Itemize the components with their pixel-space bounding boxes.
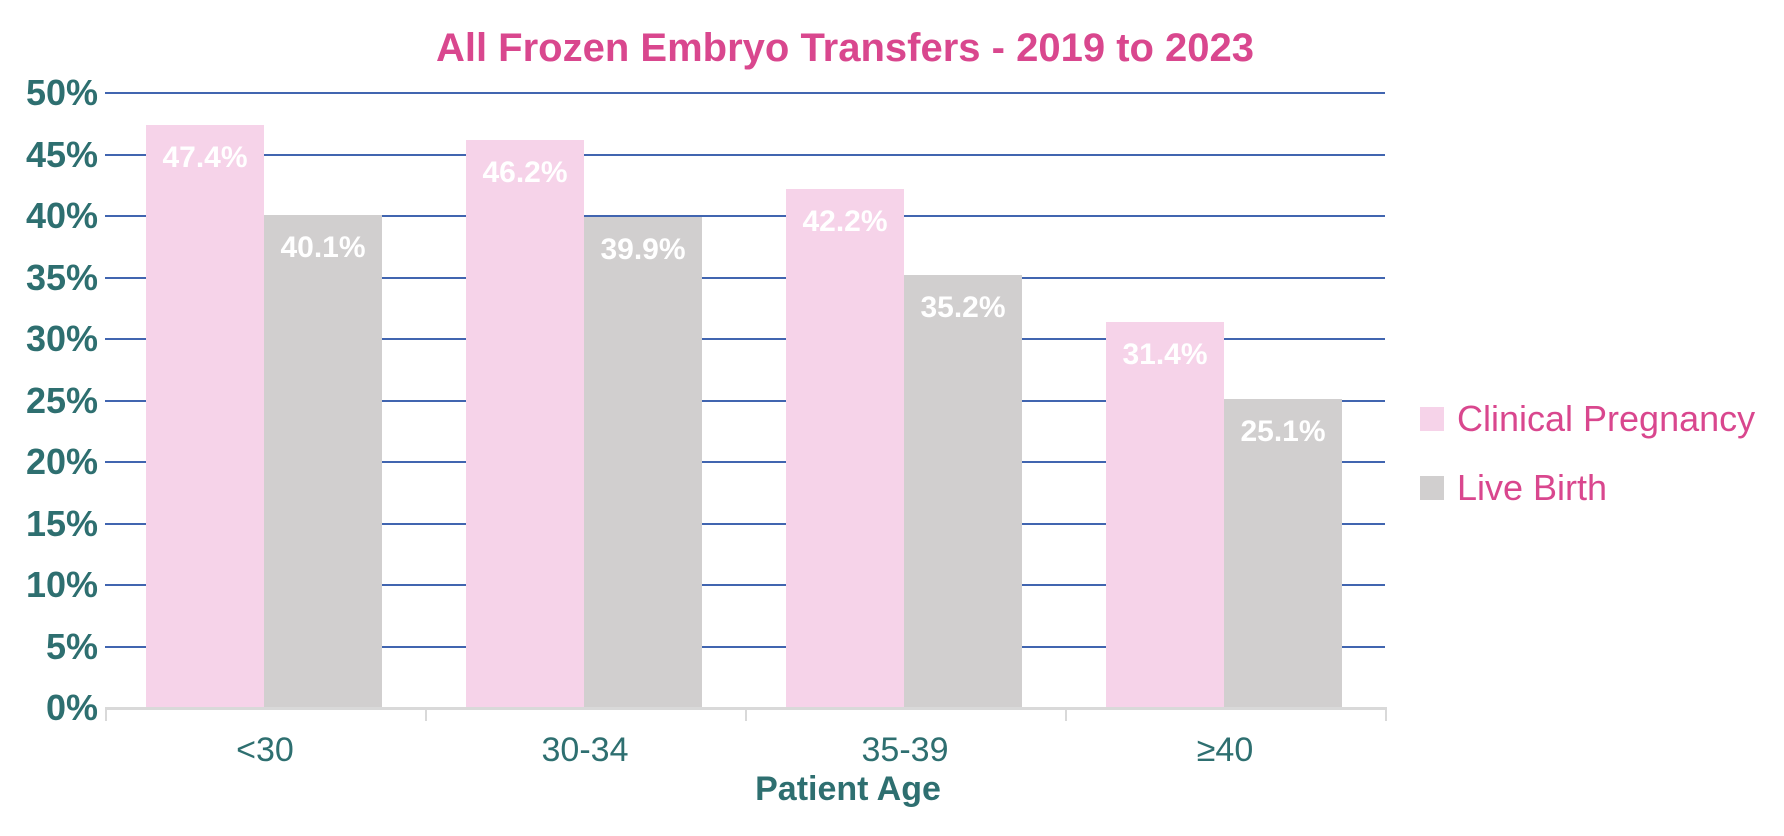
legend-label: Clinical Pregnancy — [1457, 398, 1756, 439]
live-birth-bar-<30: 40.1% — [264, 215, 382, 708]
y-axis-tick-label: 35% — [25, 256, 98, 298]
y-axis-tick-label: 50% — [25, 72, 98, 113]
legend-item-clinical-pregnancy: Clinical Pregnancy — [1420, 396, 1755, 442]
x-axis-category-label: <30 — [236, 731, 294, 769]
bar-value-label: 25.1% — [1240, 415, 1326, 448]
y-axis-tick-label: 15% — [25, 502, 98, 544]
clinical-pregnancy-bar-≥40: 31.4% — [1106, 322, 1224, 708]
gridline-40 — [105, 215, 1385, 217]
live-birth-bar-35-39: 35.2% — [904, 275, 1022, 708]
legend-label: Live Birth — [1457, 467, 1608, 508]
bar-value-label: 40.1% — [280, 231, 366, 264]
y-axis-tick-label: 45% — [25, 133, 98, 175]
x-axis-tick — [1385, 707, 1387, 721]
live-birth-bar-30-34: 39.9% — [584, 217, 702, 708]
clinical-pregnancy-bar-30-34: 46.2% — [466, 140, 584, 708]
clinical-pregnancy-swatch-icon — [1420, 407, 1444, 431]
y-axis-tick-label: 0% — [45, 687, 98, 728]
legend-item-live-birth: Live Birth — [1420, 465, 1755, 511]
legend: Clinical Pregnancy Live Birth — [1420, 396, 1755, 534]
y-axis-tick-label: 20% — [25, 441, 98, 482]
y-axis-tick-label: 25% — [25, 379, 98, 421]
x-axis-tick — [105, 707, 107, 721]
live-birth-bar-≥40: 25.1% — [1224, 399, 1342, 708]
x-axis-tick — [745, 707, 747, 721]
bar-value-label: 31.4% — [1122, 338, 1208, 371]
x-axis-category-label: 35-39 — [861, 731, 949, 769]
gridline-5 — [105, 645, 1385, 648]
x-axis-title: Patient Age — [755, 770, 941, 808]
clinical-pregnancy-bar-35-39: 42.2% — [786, 189, 904, 708]
gridline-50 — [105, 92, 1385, 94]
live-birth-swatch-icon — [1420, 476, 1444, 500]
y-axis-tick-label: 30% — [25, 318, 98, 359]
bar-value-label: 39.9% — [600, 233, 686, 266]
gridline-30 — [105, 338, 1385, 340]
y-axis-tick-label: 5% — [45, 625, 98, 667]
clinical-pregnancy-bar-<30: 47.4% — [146, 125, 264, 708]
x-axis-tick — [1065, 707, 1067, 721]
gridline-45 — [105, 153, 1385, 156]
x-axis-tick — [425, 707, 427, 721]
gridline-15 — [105, 522, 1385, 525]
y-axis-tick-label: 40% — [25, 195, 98, 236]
bar-value-label: 46.2% — [482, 156, 568, 189]
gridline-35 — [105, 276, 1385, 279]
bar-value-label: 47.4% — [162, 141, 248, 174]
gridline-20 — [105, 461, 1385, 463]
x-axis-category-label: 30-34 — [541, 731, 629, 769]
gridline-25 — [105, 399, 1385, 402]
y-axis-tick-label: 10% — [25, 564, 98, 605]
chart-title: All Frozen Embryo Transfers - 2019 to 20… — [435, 26, 1255, 70]
plot-area: 47.4% 46.2% 42.2% 31.4% 40.1% 39.9% 35.2% 25.1% — [105, 92, 1385, 708]
bar-value-label: 42.2% — [802, 205, 888, 238]
x-axis-category-label: ≥40 — [1196, 731, 1254, 769]
bar-value-label: 35.2% — [920, 291, 1006, 324]
gridline-10 — [105, 584, 1385, 586]
